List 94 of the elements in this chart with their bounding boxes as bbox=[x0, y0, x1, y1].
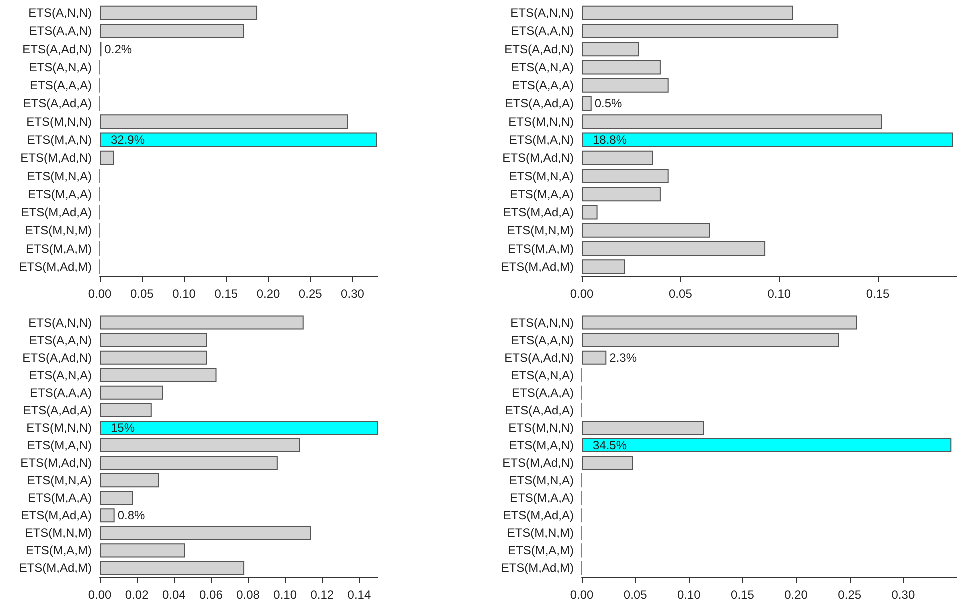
y-tick-label: ETS(M,Ad,N) bbox=[20, 456, 92, 470]
y-tick-label: ETS(A,N,A) bbox=[511, 60, 574, 74]
x-tick-label: 0.02 bbox=[125, 588, 150, 602]
x-tick-label: 0.15 bbox=[214, 287, 238, 301]
y-tick-label: ETS(A,A,N) bbox=[29, 24, 92, 38]
data-label: 2.3% bbox=[610, 350, 638, 365]
y-tick-label: ETS(A,N,A) bbox=[511, 368, 574, 382]
x-tick-label: 0.00 bbox=[570, 287, 594, 301]
y-tick-label: ETS(M,A,N) bbox=[509, 133, 574, 147]
x-tick-label: 0.12 bbox=[310, 588, 334, 602]
y-tick-label: ETS(M,Ad,M) bbox=[19, 561, 92, 576]
y-tick-label: ETS(A,A,N) bbox=[29, 333, 92, 348]
x-tick-label: 0.20 bbox=[256, 287, 280, 301]
y-tick-label: ETS(A,N,A) bbox=[29, 368, 92, 382]
x-tick-label: 0.14 bbox=[348, 588, 372, 602]
x-tick-label: 0.10 bbox=[172, 287, 196, 301]
y-tick-label: ETS(A,A,N) bbox=[511, 333, 574, 348]
y-tick-label: ETS(A,A,N) bbox=[511, 24, 574, 38]
data-label: 32.9% bbox=[111, 133, 146, 147]
x-tick-label: 0.10 bbox=[677, 588, 702, 602]
y-tick-label: ETS(A,Ad,N) bbox=[22, 42, 92, 56]
y-tick-label: ETS(M,A,N) bbox=[27, 438, 92, 452]
y-tick-label: ETS(M,A,N) bbox=[509, 438, 574, 452]
y-tick-label: ETS(M,N,N) bbox=[26, 420, 92, 435]
y-tick-label: ETS(M,Ad,M) bbox=[501, 260, 574, 274]
x-tick-label: 0.05 bbox=[130, 287, 154, 301]
x-tick-label: 0.30 bbox=[892, 588, 916, 602]
y-tick-label: ETS(M,Ad,A) bbox=[503, 508, 574, 523]
y-tick-label: ETS(M,N,M) bbox=[25, 224, 92, 238]
y-tick-label: ETS(M,N,M) bbox=[507, 224, 574, 238]
y-tick-label: ETS(M,A,M) bbox=[508, 242, 574, 256]
y-tick-label: ETS(M,N,N) bbox=[508, 114, 574, 129]
y-tick-label: ETS(M,N,A) bbox=[509, 474, 574, 488]
y-tick-label: ETS(M,Ad,A) bbox=[21, 206, 92, 220]
y-tick-label: ETS(M,A,M) bbox=[26, 242, 92, 256]
x-tick-label: 0.10 bbox=[768, 287, 792, 301]
y-tick-label: ETS(A,N,N) bbox=[28, 6, 92, 20]
y-tick-label: ETS(M,N,A) bbox=[27, 474, 92, 488]
y-tick-label: ETS(A,A,A) bbox=[30, 78, 92, 93]
x-tick-label: 0.15 bbox=[866, 287, 890, 301]
x-tick-label: 0.10 bbox=[274, 588, 298, 602]
y-tick-label: ETS(M,A,M) bbox=[508, 544, 574, 558]
y-tick-label: ETS(A,A,A) bbox=[512, 386, 574, 400]
x-tick-label: 0.00 bbox=[88, 287, 112, 301]
y-tick-label: ETS(A,Ad,N) bbox=[22, 350, 92, 365]
y-tick-label: ETS(M,Ad,A) bbox=[21, 508, 92, 523]
y-tick-label: ETS(M,N,M) bbox=[25, 526, 92, 540]
y-tick-label: ETS(A,N,N) bbox=[510, 316, 574, 330]
y-tick-label: ETS(M,Ad,N) bbox=[502, 456, 574, 470]
y-tick-label: ETS(A,N,A) bbox=[29, 60, 92, 74]
x-tick-label: 0.15 bbox=[731, 588, 755, 602]
y-tick-label: ETS(A,N,N) bbox=[510, 6, 574, 20]
y-tick-label: ETS(A,Ad,A) bbox=[505, 96, 574, 111]
x-tick-label: 0.20 bbox=[784, 588, 808, 602]
y-tick-label: ETS(A,A,A) bbox=[30, 386, 92, 400]
y-tick-label: ETS(M,A,A) bbox=[510, 187, 574, 202]
y-tick-label: ETS(M,N,A) bbox=[27, 169, 92, 184]
y-tick-label: ETS(M,N,N) bbox=[26, 114, 92, 129]
x-tick-label: 0.05 bbox=[624, 588, 648, 602]
y-tick-label: ETS(M,Ad,M) bbox=[19, 260, 92, 274]
y-tick-label: ETS(A,Ad,N) bbox=[504, 350, 574, 365]
y-tick-label: ETS(M,Ad,M) bbox=[501, 561, 574, 576]
y-tick-label: ETS(M,Ad,N) bbox=[502, 151, 574, 166]
y-tick-label: ETS(M,A,A) bbox=[28, 491, 92, 506]
y-tick-label: ETS(M,Ad,A) bbox=[503, 206, 574, 220]
y-tick-label: ETS(M,A,A) bbox=[28, 187, 92, 202]
data-label: 34.5% bbox=[593, 438, 628, 452]
y-tick-label: ETS(M,A,M) bbox=[26, 544, 92, 558]
y-tick-label: ETS(M,N,A) bbox=[509, 169, 574, 184]
x-tick-label: 0.00 bbox=[88, 588, 112, 602]
data-label: 0.8% bbox=[118, 508, 146, 523]
x-tick-label: 0.00 bbox=[570, 588, 594, 602]
data-label: 18.8% bbox=[593, 133, 628, 147]
y-tick-label: ETS(A,Ad,A) bbox=[505, 403, 574, 418]
x-tick-label: 0.04 bbox=[162, 588, 186, 602]
x-tick-label: 0.25 bbox=[298, 287, 323, 301]
y-tick-label: ETS(M,N,M) bbox=[507, 526, 574, 540]
x-tick-label: 0.05 bbox=[669, 287, 693, 301]
y-tick-label: ETS(M,N,N) bbox=[508, 420, 574, 435]
y-tick-label: ETS(M,Ad,N) bbox=[20, 151, 92, 166]
y-tick-label: ETS(M,A,A) bbox=[510, 491, 574, 506]
x-tick-label: 0.06 bbox=[200, 588, 224, 602]
data-label: 15% bbox=[111, 420, 136, 435]
y-tick-label: ETS(A,N,N) bbox=[28, 316, 92, 330]
y-tick-label: ETS(A,Ad,A) bbox=[23, 403, 92, 418]
y-tick-label: ETS(M,A,N) bbox=[27, 133, 92, 147]
y-tick-label: ETS(A,A,A) bbox=[512, 78, 574, 93]
data-label: 0.5% bbox=[594, 96, 623, 111]
x-tick-label: 0.30 bbox=[341, 287, 365, 301]
y-tick-label: ETS(A,Ad,N) bbox=[504, 42, 574, 56]
x-tick-label: 0.25 bbox=[838, 588, 862, 602]
data-label: 0.2% bbox=[104, 42, 132, 56]
y-tick-label: ETS(A,Ad,A) bbox=[23, 96, 92, 111]
x-tick-label: 0.08 bbox=[236, 588, 260, 602]
